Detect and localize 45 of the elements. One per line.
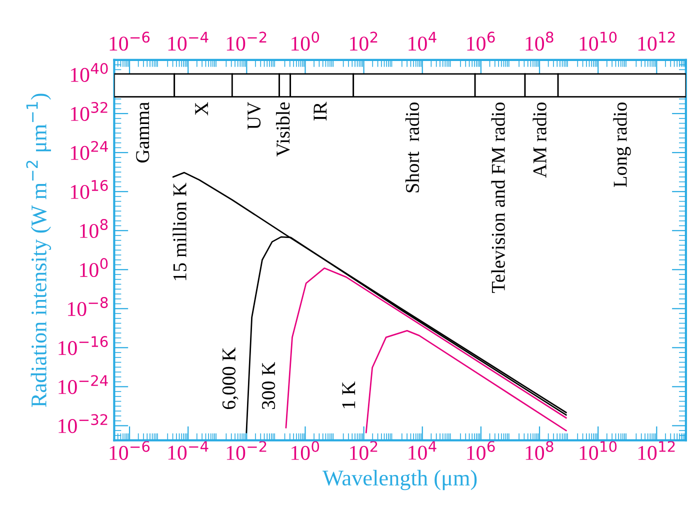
y-tick-label: 10$^{−8}$ [68,297,108,316]
text: 6,000 K [222,347,238,410]
y-tick-label: 10$^{0}$ [80,258,108,278]
band-label: UV [248,102,261,130]
x-tick-label: 10$^{−4}$ [168,440,208,460]
y-tick-label: 10$^{16}$ [70,180,108,199]
x-tick-label: 10$^{4}$ [408,440,436,460]
band-label: IR [314,102,327,120]
y-tick-label: 10$^{24}$ [70,140,108,160]
band-label: Visible [276,102,290,157]
y-tick-label: 10$^{40}$ [70,62,108,82]
text: 1 K [342,381,356,408]
text: 10$^{−2}$ [226,32,266,51]
band-label: Gamma [136,102,150,163]
y-tick-label: 10$^{32}$ [70,102,108,121]
text: 10$^{4}$ [408,32,436,51]
text: 10$^{−4}$ [168,32,208,51]
x-tick-label: 10$^{8}$ [526,440,554,460]
y-axis-title: Radiation intensity (W m$^{−2}$ μm$^{−1}$) [26,94,52,408]
band-label: AM radio [532,102,546,178]
text: 10$^{10}$ [580,32,617,51]
band-label: Television and FM radio [491,102,505,293]
x-tick-label: 10$^{6}$ [467,440,495,460]
x-tick-label: 10$^{2}$ [350,440,378,460]
x-tick-label: 10$^{10}$ [580,440,617,460]
text: 10$^{12}$ [638,32,675,51]
text: 10$^{0}$ [292,32,320,51]
y-tick-label: 10$^{−16}$ [58,336,108,356]
text: 15 million K [172,182,186,280]
x-tick-label: 10$^{12}$ [638,440,675,460]
band-label: X [195,102,208,116]
x-tick-label: 10$^{−2}$ [226,440,266,460]
text: 300 K [262,362,276,409]
band-label: Long radio [613,102,631,188]
text: 10$^{6}$ [467,32,495,51]
x-tick-label: 10$^{−6}$ [110,440,150,460]
x-tick-label: 10$^{0}$ [292,440,320,460]
band-label: Short radio [405,102,420,192]
y-tick-label: 10$^{−32}$ [58,414,108,434]
y-tick-label: 10$^{8}$ [80,219,108,238]
text: 10$^{−6}$ [110,32,150,51]
text: 10$^{2}$ [350,32,378,51]
y-tick-label: 10$^{−24}$ [58,375,108,394]
text: 10$^{8}$ [526,32,554,51]
x-axis-title: Wavelength (μm) [322,470,477,490]
